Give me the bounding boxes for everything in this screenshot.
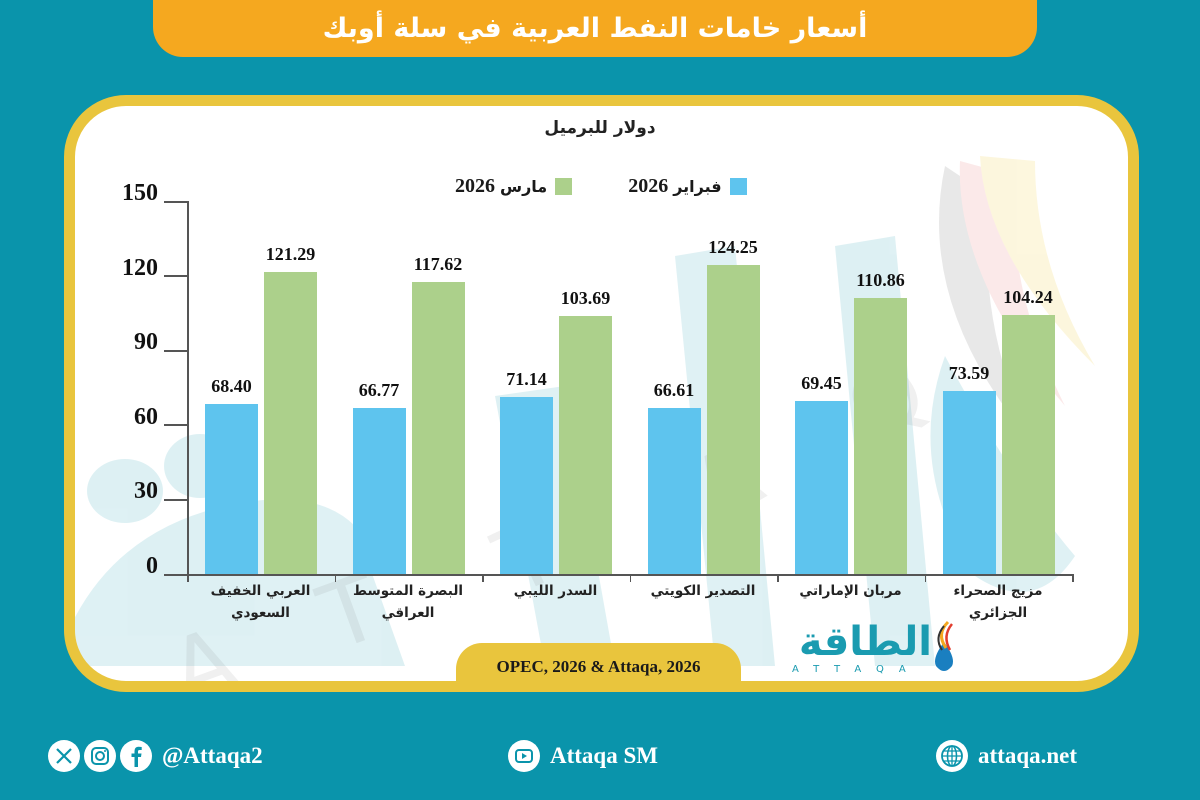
source-label: OPEC, 2026 & Attaqa, 2026 xyxy=(456,643,741,691)
youtube-link[interactable]: Attaqa SM xyxy=(508,733,658,778)
x-tick xyxy=(629,574,631,582)
youtube-channel[interactable]: Attaqa SM xyxy=(550,742,658,768)
category-label-line2: الجزائري xyxy=(968,605,1028,621)
bar-march xyxy=(854,298,907,574)
social-links: @Attaqa2 xyxy=(48,733,263,778)
x-tick xyxy=(334,574,336,582)
bar-value-label: 71.14 xyxy=(506,369,547,390)
bar-february xyxy=(942,391,996,574)
category-label: مزيج الصحراء الجزائري xyxy=(925,580,1072,624)
social-handle[interactable]: @Attaqa2 xyxy=(162,742,263,768)
legend-swatch-blue xyxy=(729,177,747,195)
category-label: العربي الخفيف السعودي xyxy=(187,580,334,624)
category-label-line1: البصرة المتوسط xyxy=(352,583,464,599)
title-banner: أسعار خامات النفط العربية في سلة أوبك xyxy=(153,0,1037,57)
bar-value-label: 124.25 xyxy=(708,237,758,258)
y-tick xyxy=(164,201,187,203)
bar-march xyxy=(1001,314,1055,574)
bar-march xyxy=(264,272,317,574)
legend-label-february: فبراير 2026 xyxy=(628,174,722,197)
legend-swatch-green xyxy=(555,177,573,195)
category-label-line1: مربان الإماراتي xyxy=(799,583,902,599)
legend-label-march: مارس 2026 xyxy=(455,174,548,197)
category-label: مربان الإماراتي xyxy=(777,580,924,602)
x-tick xyxy=(777,574,779,582)
y-tick-label: 120 xyxy=(122,255,158,281)
category-label: السدر الليبي xyxy=(482,580,629,602)
y-tick xyxy=(164,350,187,352)
category-label: التصدير الكويتي xyxy=(630,580,777,602)
x-twitter-icon[interactable] xyxy=(48,739,80,772)
bar-value-label: 104.24 xyxy=(1003,286,1053,307)
y-tick-label: 90 xyxy=(134,329,158,355)
x-axis xyxy=(164,574,1074,576)
y-tick xyxy=(164,499,187,501)
x-tick xyxy=(482,574,484,582)
category-label-line2: العراقي xyxy=(381,605,435,621)
x-tick xyxy=(924,574,926,582)
logo-arabic-text: الطاقة xyxy=(798,619,932,665)
bar-value-label: 68.40 xyxy=(211,375,252,396)
legend-item-march: مارس 2026 xyxy=(455,174,573,198)
y-tick-label: 60 xyxy=(134,404,158,430)
bar-february xyxy=(795,401,848,574)
logo-latin-text: ATTAQA xyxy=(792,664,921,675)
y-tick-label: 30 xyxy=(134,478,158,504)
bar-value-label: 110.86 xyxy=(856,270,905,291)
y-tick-label: 150 xyxy=(122,180,158,206)
x-tick xyxy=(187,574,189,582)
category-label-line1: العربي الخفيف xyxy=(210,583,311,599)
legend-item-february: فبراير 2026 xyxy=(628,174,747,198)
bar-march xyxy=(559,316,612,574)
attaqa-logo: الطاقة ATTAQA xyxy=(788,618,960,680)
globe-icon[interactable] xyxy=(936,739,968,772)
instagram-icon[interactable] xyxy=(84,739,116,772)
page-title: أسعار خامات النفط العربية في سلة أوبك xyxy=(322,13,868,44)
bar-value-label: 73.59 xyxy=(948,363,990,383)
bar-february xyxy=(352,407,406,574)
youtube-icon[interactable] xyxy=(508,739,540,772)
source-text: OPEC, 2026 & Attaqa, 2026 xyxy=(496,657,701,676)
footer: @Attaqa2 Attaqa SM attaqa.net xyxy=(0,733,1200,778)
y-unit-label: دولار للبرميل xyxy=(544,118,656,138)
website-url[interactable]: attaqa.net xyxy=(978,742,1078,768)
bar-value-label: 66.61 xyxy=(653,380,695,401)
bar-value-label: 69.45 xyxy=(801,373,842,394)
website-link[interactable]: attaqa.net xyxy=(936,733,1077,778)
bar-value-label: 117.62 xyxy=(413,253,463,274)
bar-february xyxy=(647,408,701,574)
y-tick xyxy=(164,424,187,426)
bar-march xyxy=(411,281,465,574)
bar-value-label: 121.29 xyxy=(265,244,316,265)
category-label: البصرة المتوسط العراقي xyxy=(335,580,482,624)
category-label-line1: مزيج الصحراء xyxy=(953,583,1043,599)
facebook-icon[interactable] xyxy=(120,739,152,772)
x-tick xyxy=(1072,574,1074,582)
y-tick xyxy=(164,275,187,277)
bar-february xyxy=(500,397,553,574)
category-label-line1: التصدير الكويتي xyxy=(650,583,756,599)
chart-legend: فبراير 2026 مارس 2026 xyxy=(455,172,747,200)
category-label-line2: السعودي xyxy=(231,605,290,621)
y-axis xyxy=(187,201,189,580)
drop-flame-icon xyxy=(935,620,953,671)
bar-value-label: 66.77 xyxy=(358,379,400,400)
y-tick-label: 0 xyxy=(146,553,158,579)
bar-march xyxy=(706,265,760,574)
bar-february xyxy=(205,403,258,574)
category-label-line1: السدر الليبي xyxy=(513,583,598,599)
bar-value-label: 103.69 xyxy=(560,288,611,309)
